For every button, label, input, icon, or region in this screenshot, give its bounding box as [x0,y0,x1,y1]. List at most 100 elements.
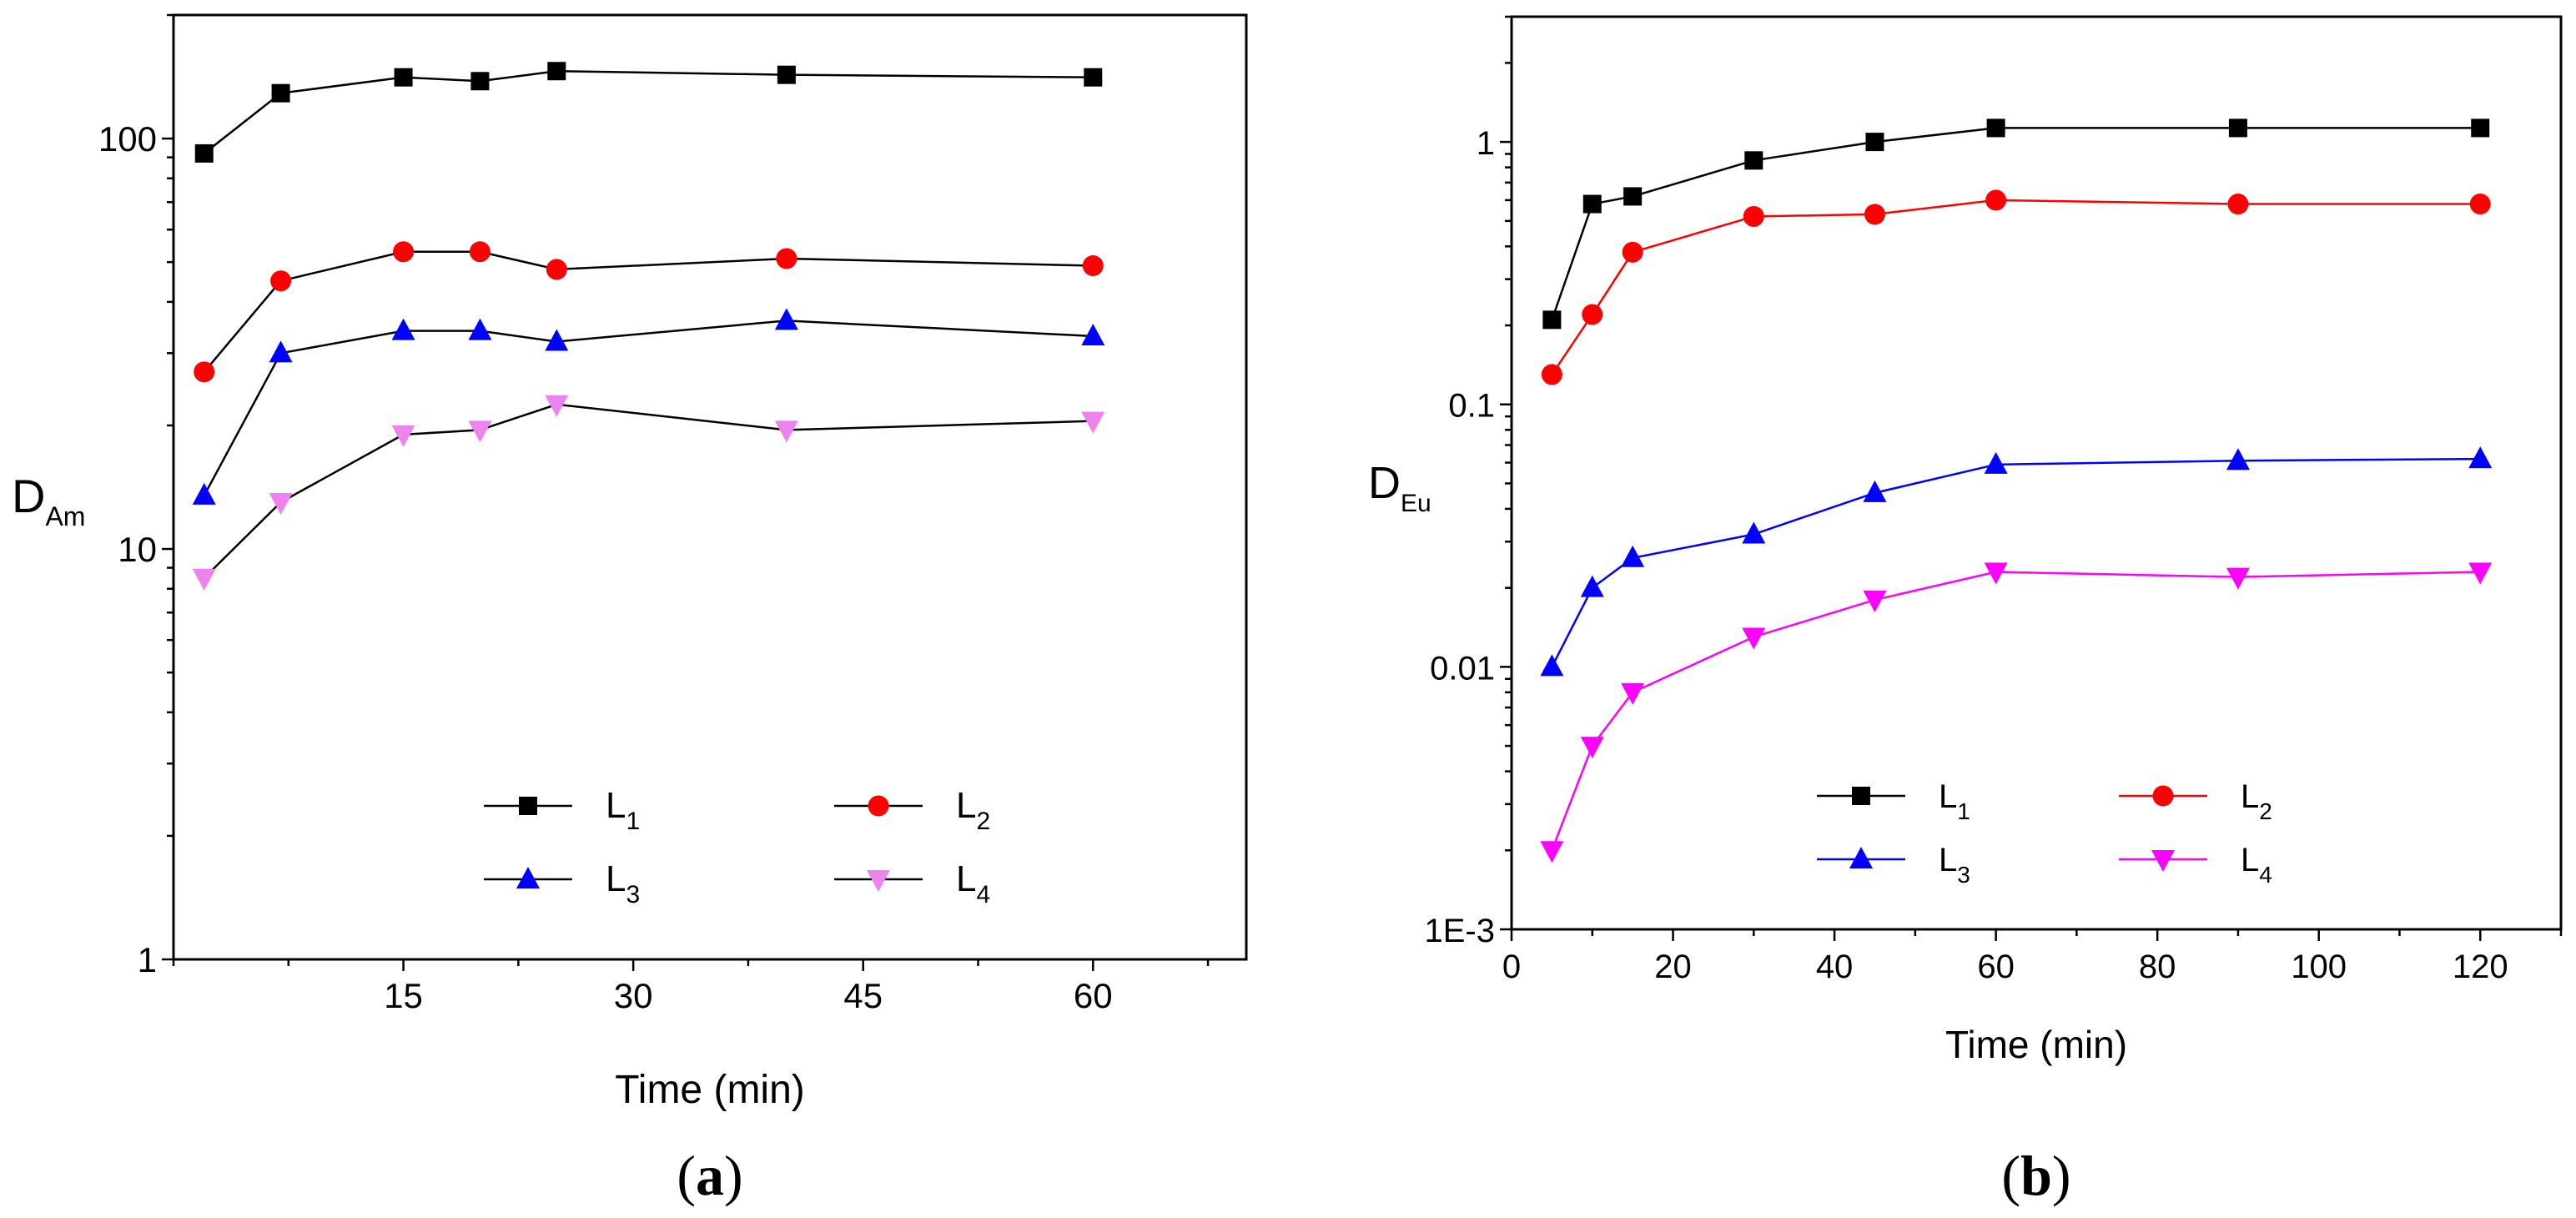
series-L4 [192,395,1105,591]
legend-marker [867,870,890,892]
legend-label: L4 [956,858,990,908]
data-point [1743,205,1764,227]
x-tick-label: 45 [843,976,883,1015]
data-point [1540,841,1564,863]
x-tick-label: 40 [1816,949,1854,985]
data-point [1984,451,2008,474]
x-tick-label: 15 [384,976,423,1015]
x-axis-label: Time (min) [1945,1023,2127,1066]
x-tick-label: 20 [1654,949,1692,985]
x-axis-label: Time (min) [615,1068,805,1112]
x-tick-label: 0 [1502,949,1521,985]
data-point [2468,446,2493,469]
series-line [203,250,1094,373]
data-point [269,340,293,363]
legend-label: L2 [956,785,990,835]
data-point [393,241,415,263]
data-point [2228,118,2247,138]
series-L4 [1540,562,2493,863]
series-L1 [1542,118,2490,330]
y-axis-label-subscript: Am [45,501,85,531]
data-point [1985,189,2007,211]
chart-panel-b: 0 20 40 60 80 100 120 1E-3 0.01 0.1 1 Time (min) DEu… [1368,15,2563,1207]
legend-label-subscript: 3 [626,881,640,908]
data-point [192,568,216,591]
data-point [2226,567,2250,590]
data-point [545,329,569,351]
legend-label-subscript: 1 [1957,798,1970,824]
data-point [470,72,490,91]
data-point [1622,241,1643,263]
data-point [776,248,797,269]
data-point [1621,682,1645,705]
data-point [1863,480,1887,502]
legend-label-subscript: 3 [1957,862,1970,888]
data-point [1541,364,1562,385]
series-line [1551,199,2481,375]
data-point [1580,737,1604,759]
legend-marker [2151,850,2175,872]
data-point [1582,194,1602,214]
legend-label: L1 [606,785,640,835]
series-L3 [192,308,1105,505]
x-tick-label: 80 [2139,949,2176,985]
panel-label: (b) [2001,1144,2070,1207]
data-point [1744,151,1763,170]
data-point [1621,545,1645,567]
y-axis-label: DEu [1368,458,1431,517]
series-line [203,403,1094,579]
legend-marker [1852,787,1870,805]
legend-entry-L2: L2 [2119,778,2272,824]
series-line [1551,127,2481,320]
y-tick-label: 0.01 [1430,650,1495,687]
plot-frame [172,13,1248,961]
legend-label-subscript: 2 [976,808,990,835]
data-point [1984,562,2008,585]
data-point [1582,304,1603,325]
data-point [1081,411,1105,434]
legend-entry-L2: L2 [834,785,990,835]
legend-marker [516,867,540,888]
legend-label: L1 [1939,778,1970,824]
y-tick-label: 1E-3 [1425,913,1496,949]
legend-marker [519,797,537,815]
plot-frame [1510,15,2563,931]
data-point [192,482,216,505]
legend-entry-L4: L4 [2119,842,2272,888]
data-point [547,62,566,81]
series-L1 [194,62,1103,163]
series-L2 [1541,189,2491,385]
legend-marker [1849,847,1873,868]
data-point [1084,68,1103,87]
y-tick-label: 1 [1477,125,1495,162]
data-point [1986,118,2005,138]
legend-label: L2 [2241,778,2272,824]
data-point [194,143,214,163]
legend-entry-L1: L1 [1817,778,1970,824]
y-axis-label-subscript: Eu [1401,490,1431,517]
y-tick-label: 0.1 [1448,388,1495,425]
panel-label: (a) [677,1144,742,1207]
data-point [469,241,491,263]
data-point [2226,448,2250,471]
legend-label-subscript: 1 [626,808,640,835]
series-L3 [1540,446,2493,677]
data-point [1542,310,1562,330]
data-point [1864,204,1885,225]
data-point [194,361,215,383]
data-point [271,83,290,103]
data-point [2469,194,2491,215]
data-point [774,308,798,330]
data-point [1863,591,1887,613]
series-L2 [194,241,1104,383]
y-tick-label: 100 [98,119,157,159]
series-line [1551,457,2481,667]
y-tick-label: 1 [138,940,157,979]
data-point [1623,187,1643,206]
legend-entry-L3: L3 [1817,842,1970,888]
data-point [468,318,492,340]
data-point [1580,575,1604,597]
data-point [269,492,293,515]
data-point [2468,562,2493,585]
